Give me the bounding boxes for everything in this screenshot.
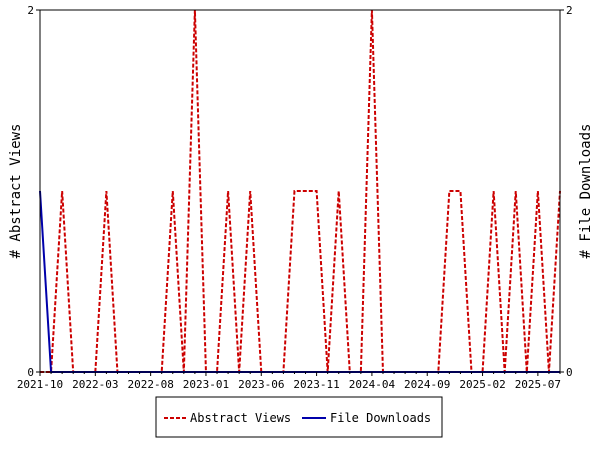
x-axis: 2021-10 2022-03 2022-08 2023-01 2023-06 2023-… [17,372,561,391]
x-tick-label: 2021-10 [17,378,63,391]
series-line-abstract-views [40,9,561,373]
legend-label-abstract-views: Abstract Views [190,411,291,425]
series-line-file-downloads [39,190,560,373]
legend: Abstract Views File Downloads [155,396,443,438]
x-tick-label: 2022-03 [72,378,118,391]
y-axis-right: 02 [560,4,573,379]
y-right-tick-label: 0 [566,366,573,379]
plot-area-frame [39,9,561,373]
x-tick-label: 2024-04 [349,378,396,391]
x-tick-label: 2024-09 [404,378,450,391]
y-left-tick-label: 2 [27,4,34,17]
legend-box [155,396,443,438]
y-axis-left: 02 [27,4,40,379]
x-tick-label: 2023-11 [293,378,339,391]
y-left-tick-label: 0 [27,366,34,379]
x-tick-label: 2023-06 [238,378,284,391]
series-layer [39,9,561,373]
y-right-tick-label: 2 [566,4,573,17]
x-tick-label: 2025-07 [515,378,561,391]
x-tick-label: 2022-08 [127,378,173,391]
x-tick-label: 2025-02 [459,378,505,391]
y-axis-right-title: # File Downloads [578,124,594,259]
legend-label-file-downloads: File Downloads [330,411,431,425]
y-axis-left-title: # Abstract Views [8,124,24,259]
x-tick-label: 2023-01 [183,378,229,391]
